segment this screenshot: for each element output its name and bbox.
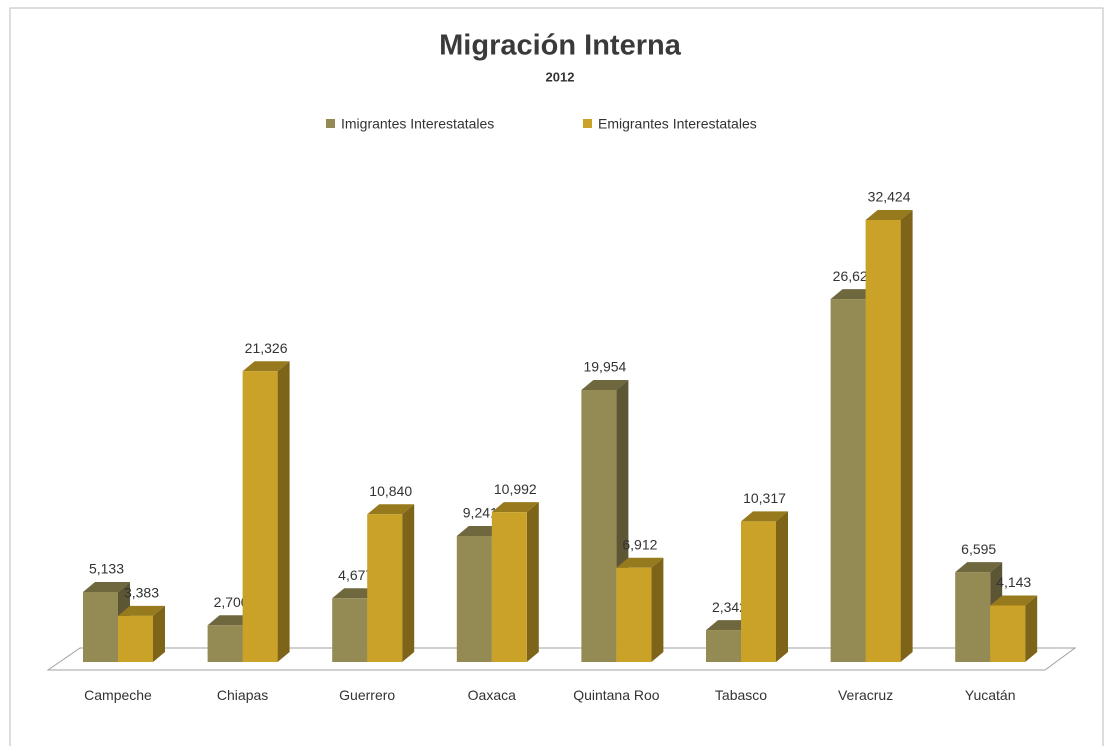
x-tick-label: Campeche	[84, 687, 152, 703]
bar-top	[83, 582, 130, 593]
bar	[865, 210, 913, 662]
data-label: 6,595	[961, 541, 996, 557]
chart-border	[9, 7, 1104, 746]
bar-top	[581, 379, 629, 390]
bar-front	[990, 605, 1026, 662]
data-label: 26,621	[833, 268, 876, 284]
data-label: 10,840	[369, 483, 412, 499]
bar-side	[153, 605, 165, 662]
bar-top	[616, 557, 664, 568]
bar-front	[332, 598, 368, 662]
chart-title: Migración Interna	[439, 30, 682, 62]
x-tick-label: Guerrero	[339, 687, 396, 703]
bar-front	[955, 572, 991, 662]
bar-front	[118, 615, 153, 662]
bar-side	[277, 361, 290, 662]
bar-top	[367, 504, 415, 515]
bar	[741, 511, 788, 662]
data-label: 4,143	[996, 574, 1031, 590]
bar-top	[242, 361, 290, 372]
bar-front	[456, 536, 492, 662]
bar-top	[491, 502, 539, 513]
bar-top	[955, 562, 1003, 573]
bar-front	[581, 389, 617, 662]
x-tick-label: Oaxaca	[467, 687, 516, 703]
chart-subtitle: 2012	[546, 69, 575, 84]
bar	[118, 605, 165, 662]
bar-top	[990, 595, 1038, 606]
bar-front	[207, 625, 243, 662]
legend-label: Imigrantes Interestatales	[341, 116, 494, 132]
x-tick-label: Yucatán	[964, 687, 1016, 703]
legend-label: Emigrantes Interestatales	[598, 116, 757, 132]
x-tick-label: Quintana Roo	[573, 687, 660, 703]
bar-front	[830, 299, 866, 662]
bar	[367, 504, 415, 662]
bar-front	[706, 630, 741, 662]
bar-front	[741, 521, 776, 662]
bar-front	[242, 371, 278, 662]
data-label: 6,912	[622, 536, 657, 552]
x-tick-label: Tabasco	[714, 687, 768, 703]
x-tick-label: Chiapas	[216, 687, 269, 703]
bar	[990, 595, 1038, 662]
bar	[616, 557, 664, 662]
data-label: 5,133	[89, 561, 124, 577]
data-label: 32,424	[868, 189, 911, 205]
data-label: 19,954	[583, 359, 626, 375]
bar-top	[865, 210, 913, 220]
legend-swatch	[326, 119, 335, 128]
bar-side	[402, 504, 415, 662]
bar-front	[491, 512, 527, 662]
bar-front	[83, 592, 118, 662]
bar-front	[616, 567, 652, 662]
floor	[46, 647, 1077, 671]
bar	[242, 361, 290, 662]
data-label: 2,700	[214, 594, 249, 610]
legend-swatch	[583, 119, 592, 128]
data-label: 10,317	[743, 490, 786, 506]
bar-front	[865, 220, 901, 662]
bar-side	[1025, 595, 1038, 662]
x-tick-label: Veracruz	[837, 687, 894, 703]
bar-side	[651, 557, 664, 662]
bar-top	[741, 511, 788, 522]
bar-side	[526, 502, 539, 662]
bar	[491, 502, 539, 662]
data-label: 3,383	[124, 585, 159, 601]
data-label: 2,342	[712, 599, 747, 615]
bar-side	[900, 210, 913, 662]
bar-top	[118, 605, 165, 616]
bar-front	[367, 514, 403, 662]
data-label: 21,326	[245, 340, 288, 356]
bar-side	[776, 511, 788, 662]
bar	[581, 379, 629, 662]
data-label: 10,992	[494, 481, 537, 497]
data-label: 4,677	[338, 567, 373, 583]
data-label: 9,241	[463, 505, 498, 521]
